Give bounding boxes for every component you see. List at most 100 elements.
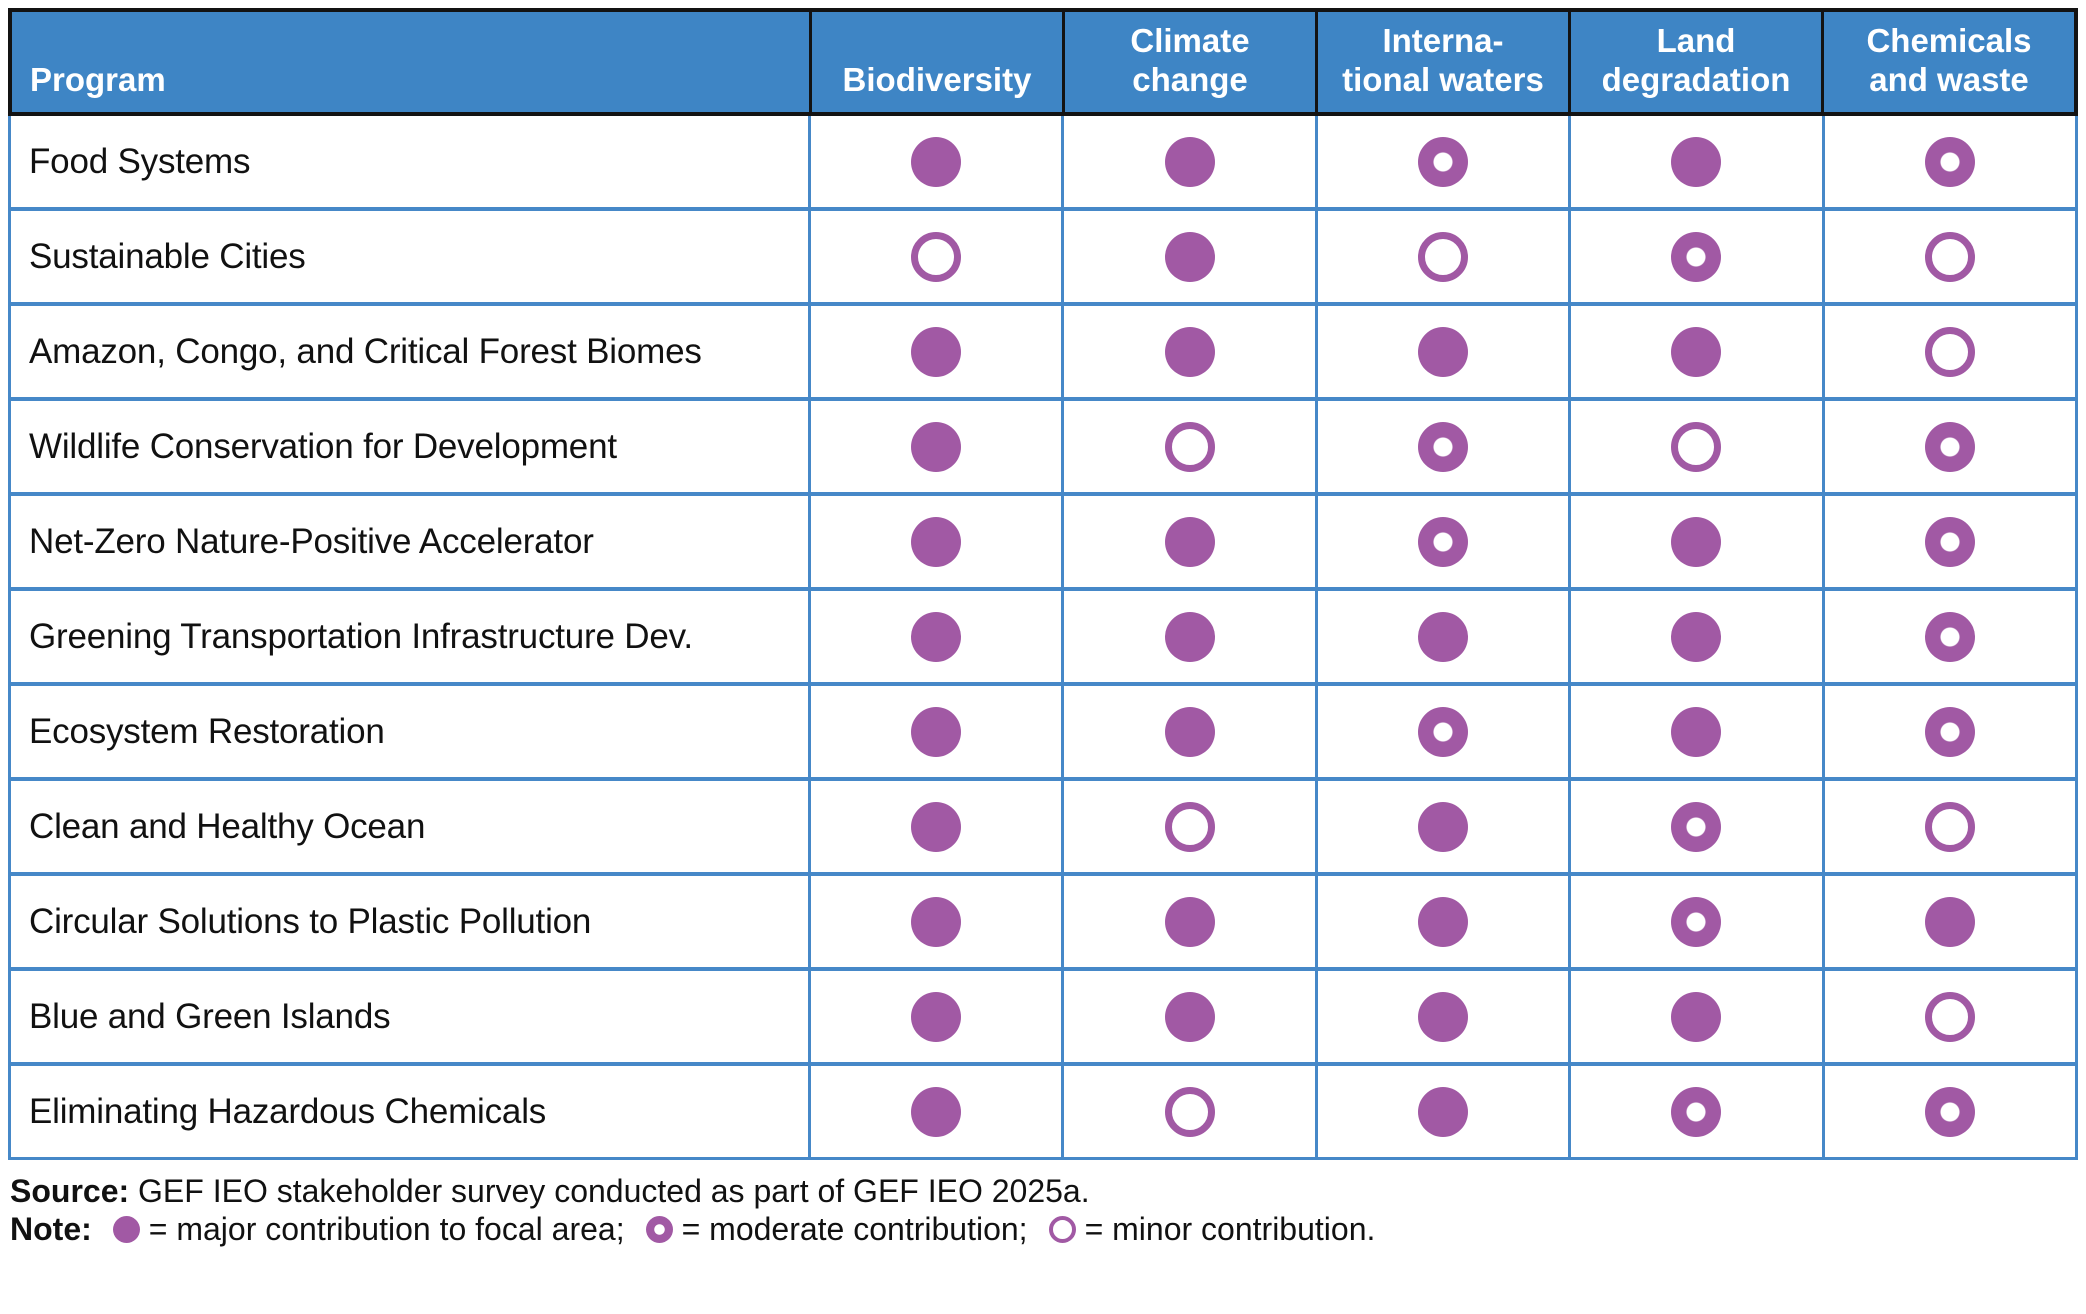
- source-text: GEF IEO stakeholder survey conducted as …: [138, 1173, 1090, 1209]
- contribution-cell: [808, 591, 1061, 682]
- contribution-dot: [1671, 231, 1722, 282]
- program-name: Amazon, Congo, and Critical Forest Biome…: [29, 331, 702, 371]
- contribution-cell: [1061, 496, 1314, 587]
- contribution-cell: [1568, 876, 1821, 967]
- contribution-cell: [1821, 116, 2075, 207]
- table-row: Eliminating Hazardous Chemicals: [11, 1062, 2075, 1157]
- contribution-cell: [1821, 686, 2075, 777]
- contribution-dot: [1164, 421, 1215, 472]
- contribution-dot: [1417, 231, 1468, 282]
- program-name: Food Systems: [29, 141, 251, 181]
- program-name: Ecosystem Restoration: [29, 711, 385, 751]
- contribution-cell: [1821, 971, 2075, 1062]
- contribution-dot: [1164, 136, 1215, 187]
- contribution-dot: [911, 231, 962, 282]
- table-row: Blue and Green Islands: [11, 967, 2075, 1062]
- legend-major-dot-icon: [112, 1216, 140, 1244]
- table-row: Greening Transportation Infrastructure D…: [11, 587, 2075, 682]
- column-header-biodiversity: Biodiversity: [809, 12, 1062, 112]
- contribution-table: Program Biodiversity Climate change Inte…: [8, 8, 2078, 1160]
- contribution-dot: [1671, 801, 1722, 852]
- contribution-cell: [1821, 781, 2075, 872]
- contribution-cell: [1568, 781, 1821, 872]
- contribution-dot: [1417, 801, 1468, 852]
- column-header-land-degradation: Land degradation: [1568, 12, 1821, 112]
- contribution-dot: [911, 1086, 962, 1137]
- source-label: Source:: [10, 1173, 130, 1209]
- program-name: Circular Solutions to Plastic Pollution: [29, 901, 592, 941]
- table-body: Food Systems Sustainable Cities Amazon, …: [8, 116, 2078, 1160]
- contribution-cell: [1568, 401, 1821, 492]
- note-moderate-text: = moderate contribution;: [681, 1211, 1028, 1248]
- contribution-dot: [1924, 896, 1975, 947]
- contribution-dot: [1671, 706, 1722, 757]
- contribution-dot: [1417, 1086, 1468, 1137]
- contribution-cell: [808, 306, 1061, 397]
- contribution-dot: [1671, 896, 1722, 947]
- contribution-cell: [1314, 686, 1568, 777]
- contribution-cell: [1568, 306, 1821, 397]
- contribution-cell: [808, 686, 1061, 777]
- contribution-dot: [1164, 231, 1215, 282]
- note-line: Note: = major contribution to focal area…: [10, 1210, 2070, 1248]
- contribution-cell: [808, 876, 1061, 967]
- contribution-cell: [1061, 591, 1314, 682]
- contribution-cell: [1314, 591, 1568, 682]
- contribution-dot: [1924, 421, 1975, 472]
- contribution-cell: [1314, 496, 1568, 587]
- contribution-dot: [1417, 421, 1468, 472]
- contribution-dot: [1924, 706, 1975, 757]
- contribution-dot: [1924, 326, 1975, 377]
- table-row: Net-Zero Nature-Positive Accelerator: [11, 492, 2075, 587]
- table-row: Ecosystem Restoration: [11, 682, 2075, 777]
- contribution-dot: [1671, 1086, 1722, 1137]
- contribution-cell: [1568, 686, 1821, 777]
- contribution-dot: [911, 991, 962, 1042]
- table-row: Circular Solutions to Plastic Pollution: [11, 872, 2075, 967]
- contribution-cell: [1314, 876, 1568, 967]
- contribution-dot: [911, 896, 962, 947]
- contribution-dot: [1924, 136, 1975, 187]
- contribution-cell: [1568, 591, 1821, 682]
- contribution-dot: [1164, 326, 1215, 377]
- column-header-international-waters: Interna- tional waters: [1315, 12, 1568, 112]
- contribution-cell: [1821, 211, 2075, 302]
- contribution-dot: [911, 516, 962, 567]
- program-name: Net-Zero Nature-Positive Accelerator: [29, 521, 594, 561]
- contribution-dot: [1164, 801, 1215, 852]
- contribution-dot: [911, 136, 962, 187]
- contribution-dot: [1164, 896, 1215, 947]
- contribution-cell: [1061, 211, 1314, 302]
- contribution-dot: [1924, 1086, 1975, 1137]
- legend-moderate-dot-icon: [645, 1216, 673, 1244]
- contribution-cell: [1314, 971, 1568, 1062]
- contribution-cell: [1568, 1066, 1821, 1157]
- program-name: Eliminating Hazardous Chemicals: [29, 1091, 547, 1131]
- contribution-cell: [1568, 116, 1821, 207]
- contribution-cell: [1061, 686, 1314, 777]
- column-header-program: Program: [30, 60, 166, 98]
- contribution-dot: [1417, 706, 1468, 757]
- contribution-cell: [1314, 1066, 1568, 1157]
- contribution-dot: [1924, 991, 1975, 1042]
- contribution-dot: [1417, 326, 1468, 377]
- contribution-dot: [911, 421, 962, 472]
- contribution-cell: [808, 1066, 1061, 1157]
- contribution-cell: [808, 781, 1061, 872]
- table-footer: Source: GEF IEO stakeholder survey condu…: [10, 1172, 2070, 1249]
- contribution-cell: [1314, 116, 1568, 207]
- table-header: Program Biodiversity Climate change Inte…: [8, 8, 2078, 116]
- contribution-dot: [1164, 516, 1215, 567]
- contribution-dot: [1671, 516, 1722, 567]
- table-row: Wildlife Conservation for Development: [11, 397, 2075, 492]
- contribution-dot: [1164, 1086, 1215, 1137]
- contribution-cell: [1568, 971, 1821, 1062]
- note-major-text: = major contribution to focal area;: [148, 1211, 625, 1248]
- contribution-cell: [1568, 496, 1821, 587]
- contribution-dot: [1417, 611, 1468, 662]
- contribution-cell: [808, 971, 1061, 1062]
- contribution-dot: [911, 706, 962, 757]
- contribution-dot: [1417, 136, 1468, 187]
- program-name: Blue and Green Islands: [29, 996, 391, 1036]
- contribution-dot: [1671, 421, 1722, 472]
